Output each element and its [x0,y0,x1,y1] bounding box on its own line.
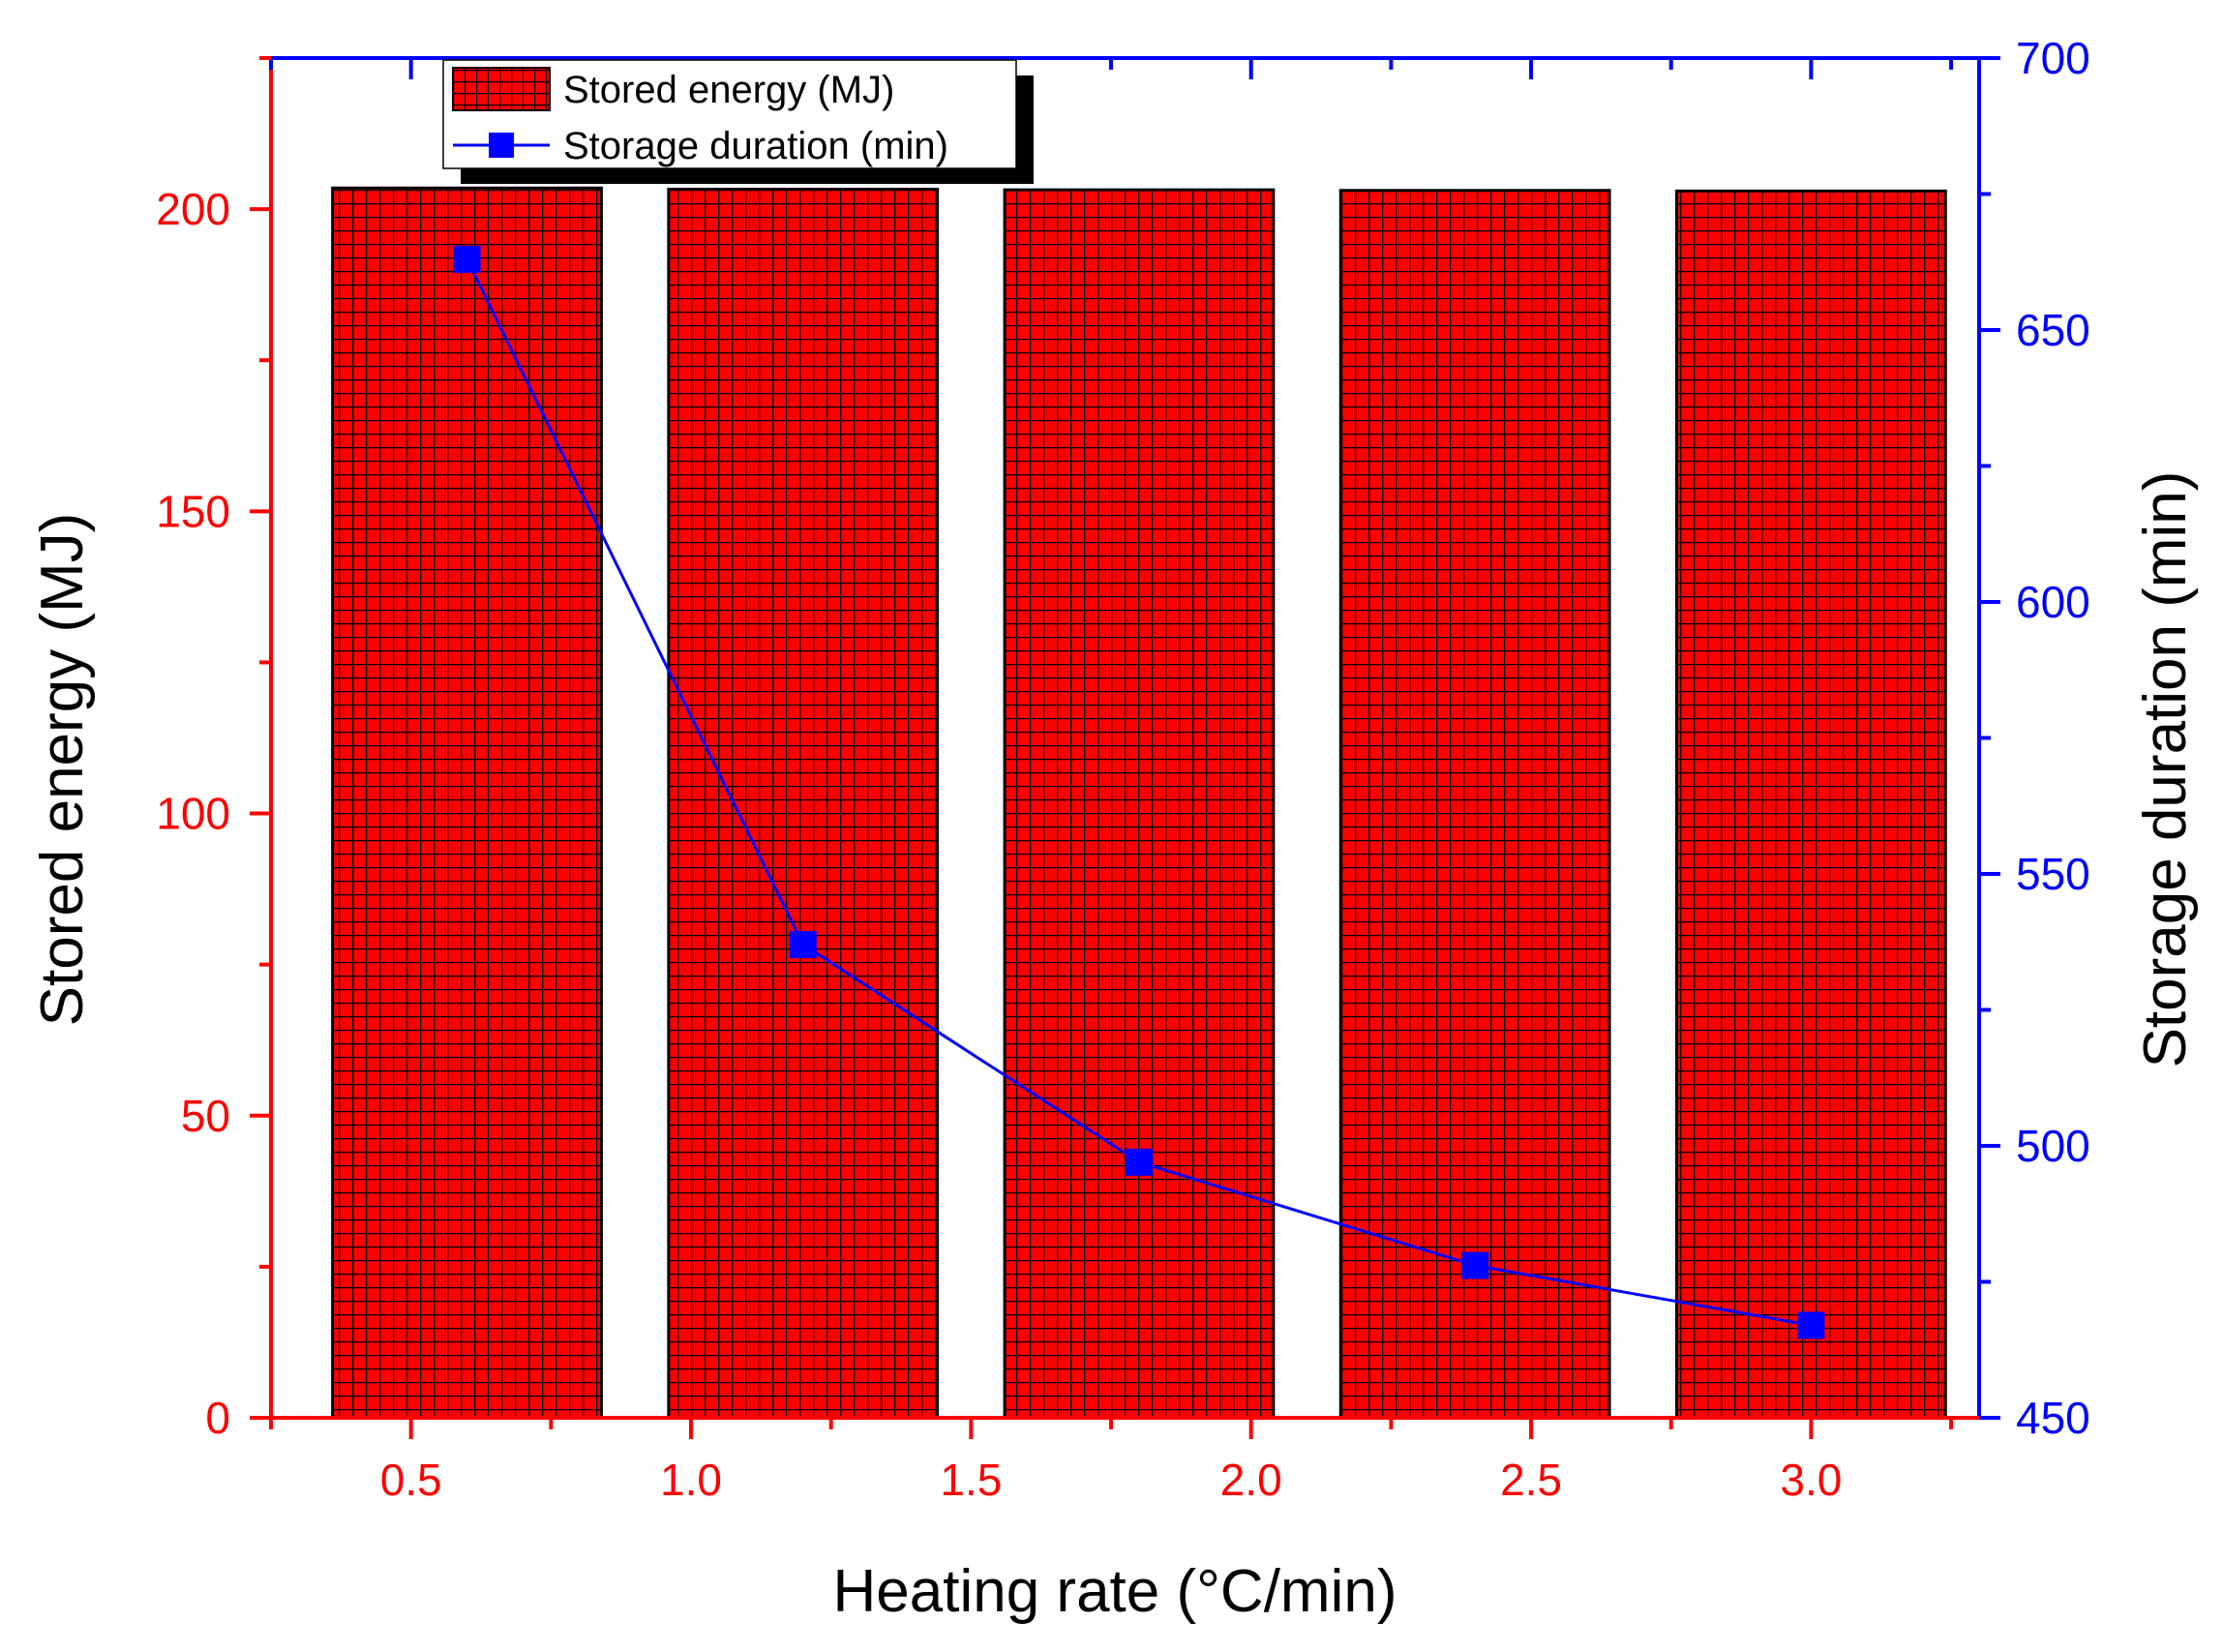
legend-label-stored-energy: Stored energy (MJ) [563,69,894,111]
point-4 [1797,1311,1825,1339]
right-y-axis-title: Storage duration (min) [2132,471,2199,1068]
x-axis-title: Heating rate (°C/min) [833,1558,1397,1625]
x-tick-label: 2.0 [1220,1455,1282,1505]
y2-tick-label: 600 [2016,577,2090,627]
x-tick-label: 1.0 [660,1455,722,1505]
bar-series-stored-energy [331,186,1947,1420]
y2-tick-label: 650 [2016,305,2090,355]
line-series-storage-duration [453,245,1825,1339]
point-3 [1461,1251,1489,1279]
x-tick-label: 0.5 [380,1455,442,1505]
y-tick-label: 150 [156,486,230,536]
x-tick-label: 3.0 [1780,1455,1842,1505]
bar-1 [667,188,940,1420]
legend-marker-storage-duration [489,133,514,158]
left-y-axis-title: Stored energy (MJ) [29,513,96,1027]
bar-3 [1338,189,1611,1420]
point-1 [789,931,817,959]
y2-tick-label: 700 [2016,33,2090,83]
y-tick-label: 0 [205,1393,230,1443]
bar-2 [1003,188,1276,1420]
x-tick-label: 2.5 [1500,1455,1562,1505]
left-y-axis-ticks: 0 50 100 150 200 [156,56,271,1443]
bar-4 [1675,189,1947,1420]
legend-swatch-stored-energy [452,67,551,111]
x-tick-label: 1.5 [940,1455,1002,1505]
right-y-axis-ticks: 450 500 550 600 650 700 [1979,33,2090,1443]
y-tick-label: 50 [181,1091,230,1141]
bar-0 [331,186,603,1420]
y2-tick-label: 450 [2016,1393,2090,1443]
point-0 [453,245,481,273]
axes [269,56,1981,1420]
y2-tick-label: 500 [2016,1121,2090,1171]
x-axis-ticks: 0.5 1.0 1.5 2.0 2.5 3.0 [269,58,1954,1505]
legend-label-storage-duration: Storage duration (min) [563,125,948,167]
y-tick-label: 200 [156,184,230,234]
point-2 [1125,1148,1153,1176]
y-tick-label: 100 [156,789,230,839]
y2-tick-label: 550 [2016,849,2090,899]
legend: Stored energy (MJ) Storage duration (min… [442,59,1034,184]
